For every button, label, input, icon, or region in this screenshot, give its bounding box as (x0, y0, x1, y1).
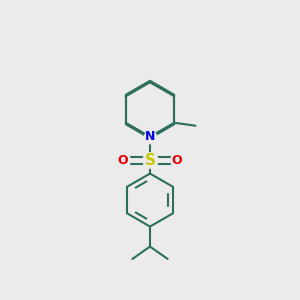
Text: S: S (145, 153, 155, 168)
Text: N: N (145, 130, 155, 143)
Text: O: O (172, 154, 182, 167)
Text: O: O (118, 154, 128, 167)
